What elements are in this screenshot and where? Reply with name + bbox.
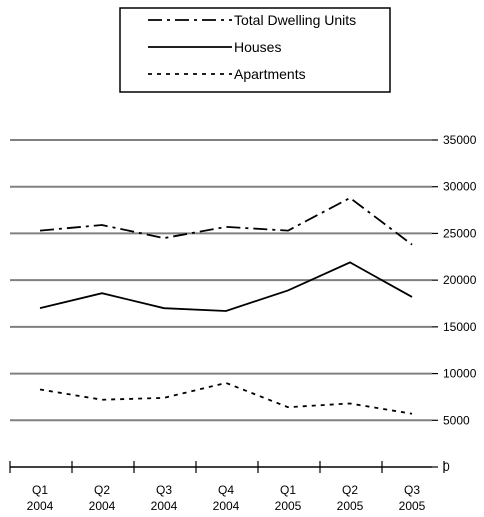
y-tick-label: 10000 bbox=[443, 367, 477, 381]
x-tick-label-year: 2004 bbox=[213, 499, 240, 513]
x-tick-label-year: 2005 bbox=[399, 499, 426, 513]
y-tick-label: 20000 bbox=[443, 273, 477, 287]
x-tick-label-quarter: Q1 bbox=[280, 483, 296, 497]
series-lines bbox=[39, 196, 413, 415]
x-tick-label-quarter: Q1 bbox=[32, 483, 48, 497]
series-line-apartments bbox=[39, 381, 413, 415]
y-tick-label: 5000 bbox=[443, 413, 470, 427]
x-tick-label-year: 2004 bbox=[89, 499, 116, 513]
y-tick-label: 25000 bbox=[443, 226, 477, 240]
x-tick-label-quarter: Q3 bbox=[404, 483, 420, 497]
x-tick-label-year: 2004 bbox=[27, 499, 54, 513]
legend-label-apartments: Apartments bbox=[234, 66, 306, 82]
y-tick-label: 0 bbox=[443, 460, 450, 474]
x-axis-ticks: Q1 2004 Q2 2004 Q3 2004 Q4 2004 Q1 2005 Q2 2005 Q3 20… bbox=[9, 461, 445, 513]
x-tick-label-quarter: Q4 bbox=[218, 483, 234, 497]
x-tick-label-quarter: Q3 bbox=[156, 483, 172, 497]
legend: Total Dwelling Units Houses Apartments bbox=[148, 12, 356, 82]
legend-label-total-dwelling-units: Total Dwelling Units bbox=[234, 12, 356, 28]
y-tick-label: 35000 bbox=[443, 133, 477, 147]
x-tick-label-quarter: Q2 bbox=[94, 483, 110, 497]
legend-box bbox=[119, 7, 391, 93]
y-axis-ticks: 0 5000 10000 15000 20000 25000 30000 35000 bbox=[432, 133, 477, 474]
legend-label-houses: Houses bbox=[234, 39, 281, 55]
x-tick-label-quarter: Q2 bbox=[342, 483, 358, 497]
x-tick-label-year: 2005 bbox=[275, 499, 302, 513]
y-tick-label: 30000 bbox=[443, 180, 477, 194]
y-tick-label: 15000 bbox=[443, 320, 477, 334]
x-tick-label-year: 2005 bbox=[337, 499, 364, 513]
x-tick-label-year: 2004 bbox=[151, 499, 178, 513]
series-line-total-dwelling-units bbox=[39, 196, 413, 246]
grid-lines bbox=[10, 139, 432, 422]
series-line-houses bbox=[39, 261, 413, 312]
